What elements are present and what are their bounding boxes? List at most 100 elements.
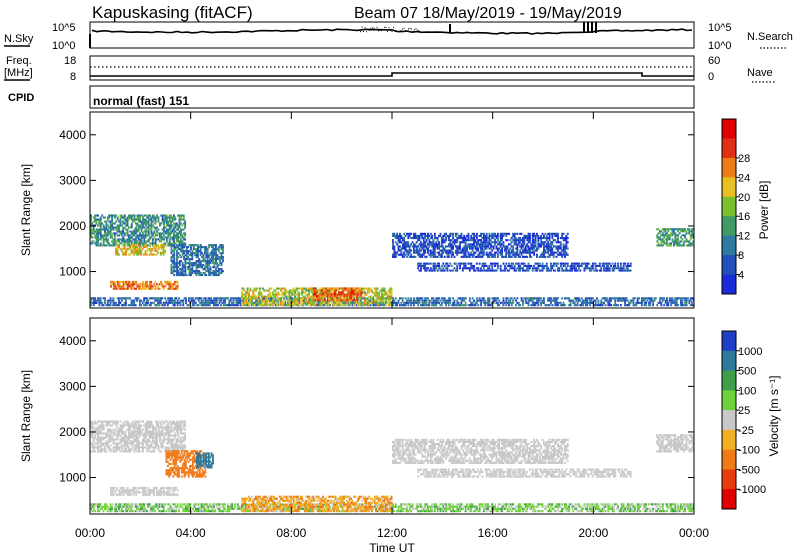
x-tick-label: 04:00 bbox=[176, 526, 206, 540]
colorbar-segment bbox=[722, 469, 736, 490]
colorbar-tick-label: 16 bbox=[738, 211, 750, 223]
power-axes: 1000 2000 3000 4000 bbox=[59, 112, 695, 308]
power-panel-frame bbox=[89, 111, 695, 309]
data-region-6 bbox=[311, 287, 363, 302]
colorbar-tick-label: 25 bbox=[738, 405, 750, 417]
freq-tick-top: 18 bbox=[64, 55, 76, 67]
colorbar-tick-label: 20 bbox=[738, 192, 750, 204]
cpid-panel-frame bbox=[89, 85, 695, 109]
data-region-7 bbox=[392, 232, 569, 258]
x-tick-label: 20:00 bbox=[578, 526, 608, 540]
x-tick-label: 08:00 bbox=[276, 526, 306, 540]
freq-panel: Freq. [MHz] 18 8 60 0 Nave bbox=[4, 55, 776, 83]
colorbar-segment bbox=[722, 235, 736, 256]
freq-tick-bottom: 8 bbox=[70, 71, 76, 83]
colorbar-segment bbox=[722, 274, 736, 295]
nsky-tick-bottom: 10^0 bbox=[52, 40, 76, 52]
cpid-value: normal (fast) 151 bbox=[93, 94, 189, 108]
nave-label: Nave bbox=[747, 67, 773, 79]
colorbar-segment bbox=[722, 255, 736, 275]
colorbar-segment bbox=[722, 410, 736, 431]
colorbar-tick-label: -100 bbox=[738, 445, 760, 457]
colorbar-segment bbox=[722, 196, 736, 217]
colorbar-segment bbox=[722, 350, 736, 371]
velocity-y-axis-label: Slant Range [km] bbox=[19, 370, 33, 462]
y-tick-label: 4000 bbox=[59, 128, 86, 142]
y-tick-label: 4000 bbox=[59, 334, 86, 348]
colorbar-segment bbox=[722, 370, 736, 391]
nsearch-tick-bottom: 10^0 bbox=[708, 40, 732, 52]
colorbar-segment bbox=[722, 429, 736, 451]
x-tick-label: 00:00 bbox=[75, 526, 105, 540]
colorbar-tick-label: 28 bbox=[738, 153, 750, 165]
velocity-range-time-plot bbox=[90, 420, 695, 513]
y-tick-label: 3000 bbox=[59, 173, 86, 187]
colorbar-segment bbox=[722, 331, 736, 352]
colorbar-segment bbox=[722, 138, 736, 159]
colorbar-tick-label: 500 bbox=[738, 366, 756, 378]
station-title: Kapuskasing (fitACF) bbox=[92, 3, 253, 22]
colorbar-segment bbox=[722, 390, 736, 411]
velocity-colorbar-label: Velocity [m s⁻¹] bbox=[767, 375, 781, 456]
y-tick-label: 3000 bbox=[59, 379, 86, 393]
y-tick-label: 2000 bbox=[59, 219, 86, 233]
velocity-axes: 1000 2000 3000 4000 00:00 04:00 08:00 12:00 16:0… bbox=[59, 318, 709, 540]
data-region-3 bbox=[170, 244, 224, 277]
power-y-axis-label: Slant Range [km] bbox=[19, 164, 33, 256]
data-region-7 bbox=[417, 468, 632, 478]
colorbar-tick-label: -1000 bbox=[738, 484, 766, 496]
colorbar-frame bbox=[721, 118, 737, 295]
colorbar-segment bbox=[722, 489, 736, 510]
colorbar-frame bbox=[721, 330, 737, 510]
data-region-5 bbox=[241, 495, 393, 512]
data-region-3 bbox=[195, 452, 214, 469]
colorbar-tick-label: 4 bbox=[738, 270, 744, 282]
colorbar-tick-label: 12 bbox=[738, 231, 750, 243]
data-region-6 bbox=[392, 438, 569, 464]
data-region-0 bbox=[90, 214, 187, 247]
colorbar-segment bbox=[722, 449, 736, 470]
data-region-8 bbox=[656, 434, 695, 453]
velocity-colorbar: 1000 500 100 25 -25 -100 -500 -1000 bbox=[721, 330, 766, 510]
colorbar-segment bbox=[722, 157, 736, 178]
x-axis-label: Time UT bbox=[369, 541, 415, 554]
velocity-panel: 1000 2000 3000 4000 00:00 04:00 08:00 12:00 16:0… bbox=[19, 317, 781, 540]
freq-panel-frame bbox=[89, 55, 695, 81]
power-colorbar-label: Power [dB] bbox=[757, 181, 771, 240]
colorbar-segment bbox=[722, 177, 736, 198]
velocity-panel-frame bbox=[89, 317, 695, 515]
colorbar-tick-label: 8 bbox=[738, 250, 744, 262]
cpid-label: CPID bbox=[8, 92, 34, 104]
data-region-2 bbox=[110, 280, 179, 290]
data-region-1 bbox=[110, 486, 179, 496]
freq-label-2: [MHz] bbox=[4, 67, 33, 79]
power-panel: 1000 2000 3000 4000 Slant Range [km] 4 8 12 16… bbox=[19, 111, 771, 309]
colorbar-tick-label: 1000 bbox=[738, 346, 762, 358]
y-tick-label: 2000 bbox=[59, 425, 86, 439]
colorbar-segment bbox=[722, 216, 736, 237]
power-colorbar: 4 8 12 16 20 24 28 bbox=[721, 118, 750, 295]
noise-panel-frame bbox=[89, 21, 695, 49]
x-tick-label: 00:00 bbox=[679, 526, 709, 540]
colorbar-tick-label: 24 bbox=[738, 172, 750, 184]
data-region-0 bbox=[90, 420, 187, 453]
beam-date-title: Beam 07 18/May/2019 - 19/May/2019 bbox=[354, 5, 622, 22]
noise-panel: N.Sky 10^5 10^0 10^5 10^0 N.Search bbox=[4, 21, 793, 52]
nave-tick-top: 60 bbox=[708, 55, 720, 67]
colorbar-tick-label: 100 bbox=[738, 385, 756, 397]
nsky-label: N.Sky bbox=[4, 33, 34, 45]
noise-search-dots bbox=[360, 26, 420, 33]
cpid-panel: CPID normal (fast) 151 bbox=[8, 85, 695, 109]
freq-label-1: Freq. bbox=[6, 55, 32, 67]
nsky-tick-top: 10^5 bbox=[52, 22, 76, 34]
data-region-9 bbox=[656, 228, 695, 247]
nsearch-label: N.Search bbox=[747, 31, 793, 43]
data-region-1 bbox=[115, 244, 166, 256]
y-tick-label: 1000 bbox=[59, 265, 86, 279]
x-tick-label: 12:00 bbox=[377, 526, 407, 540]
power-range-time-plot bbox=[90, 214, 695, 307]
freq-line bbox=[90, 72, 694, 77]
x-tick-label: 16:00 bbox=[478, 526, 508, 540]
data-region-8 bbox=[417, 262, 632, 272]
